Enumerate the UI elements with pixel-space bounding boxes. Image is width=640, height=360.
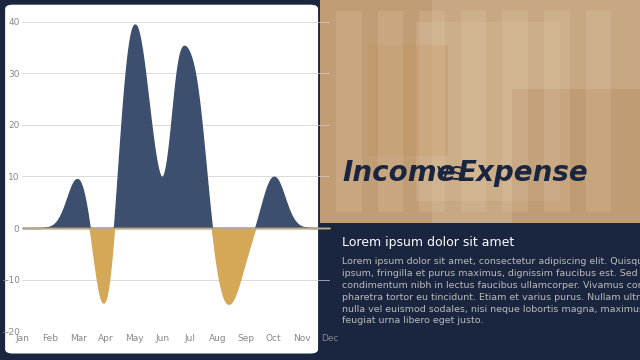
Text: Income: Income: [342, 159, 456, 187]
Bar: [502, 11, 528, 212]
Bar: [336, 11, 362, 212]
Bar: [416, 22, 560, 201]
Text: Expense: Expense: [457, 159, 588, 187]
Text: Lorem ipsum dolor sit amet: Lorem ipsum dolor sit amet: [342, 236, 515, 249]
Bar: [368, 45, 448, 156]
Text: Lorem ipsum dolor sit amet, consectetur adipiscing elit. Quisque nisl
ipsum, fri: Lorem ipsum dolor sit amet, consectetur …: [342, 257, 640, 325]
Bar: [586, 11, 611, 212]
Text: vs: vs: [429, 161, 470, 185]
Bar: [320, 0, 432, 223]
Bar: [544, 11, 570, 212]
Bar: [461, 11, 486, 212]
Bar: [419, 11, 445, 212]
Bar: [512, 89, 640, 223]
Bar: [378, 11, 403, 212]
